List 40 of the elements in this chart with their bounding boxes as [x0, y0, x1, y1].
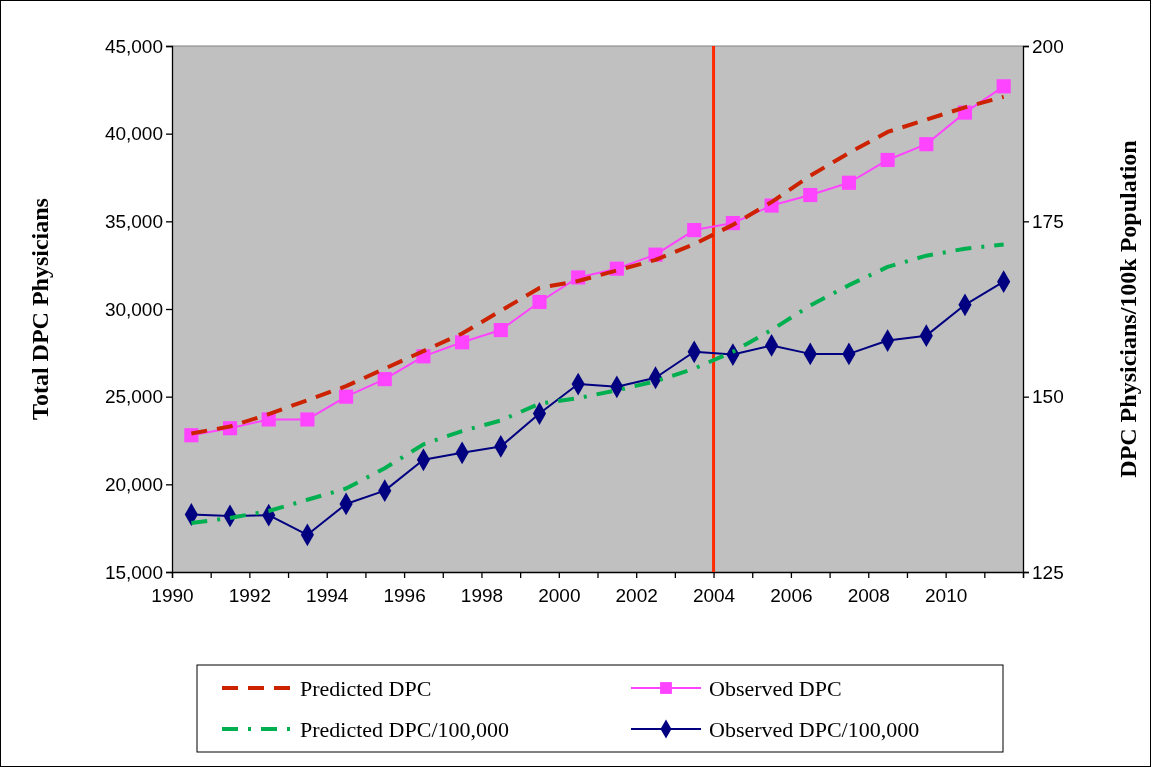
y2-axis-title: DPC Physicians/100k Population	[1115, 140, 1141, 478]
point	[803, 187, 818, 203]
point	[880, 152, 895, 168]
y-axis-title: Total DPC Physicians	[27, 198, 53, 420]
y2-tick-label: 125	[1032, 561, 1064, 583]
point	[532, 294, 547, 310]
point	[841, 175, 856, 190]
y-tick-label: 40,000	[104, 123, 163, 145]
x-tick-label: 1998	[460, 584, 504, 606]
point	[996, 79, 1011, 94]
legend-label: Observed DPC	[709, 675, 842, 701]
y2-tick-label: 200	[1032, 35, 1064, 57]
y2-tick-label: 175	[1032, 210, 1064, 232]
point	[300, 412, 315, 427]
y-tick-label: 25,000	[104, 386, 163, 408]
x-tick-label: 1994	[306, 584, 349, 606]
x-tick-label: 2004	[692, 584, 736, 606]
y-tick-label: 45,000	[104, 35, 163, 57]
y-tick-label: 15,000	[104, 561, 163, 583]
point	[455, 335, 470, 350]
point	[339, 389, 354, 404]
point	[919, 137, 934, 152]
x-tick-label: 2008	[847, 584, 890, 606]
legend-label: Predicted DPC/100,000	[300, 716, 509, 742]
x-tick-label: 1990	[151, 584, 194, 606]
x-tick-label: 1996	[383, 584, 426, 606]
x-tick-label: 2002	[615, 584, 658, 606]
x-tick-label: 2010	[925, 584, 968, 606]
y2-tick-label: 150	[1032, 386, 1064, 408]
x-tick-label: 2000	[538, 584, 581, 606]
point	[687, 223, 702, 238]
x-tick-label: 2006	[770, 584, 813, 606]
y-tick-label: 20,000	[104, 473, 163, 495]
y-tick-label: 30,000	[104, 298, 163, 320]
x-tick-label: 1992	[228, 584, 271, 606]
legend-label: Predicted DPC	[300, 675, 432, 701]
legend-label: Observed DPC/100,000	[709, 716, 920, 742]
point	[493, 322, 508, 338]
y-tick-label: 35,000	[104, 210, 163, 232]
point	[377, 372, 392, 387]
